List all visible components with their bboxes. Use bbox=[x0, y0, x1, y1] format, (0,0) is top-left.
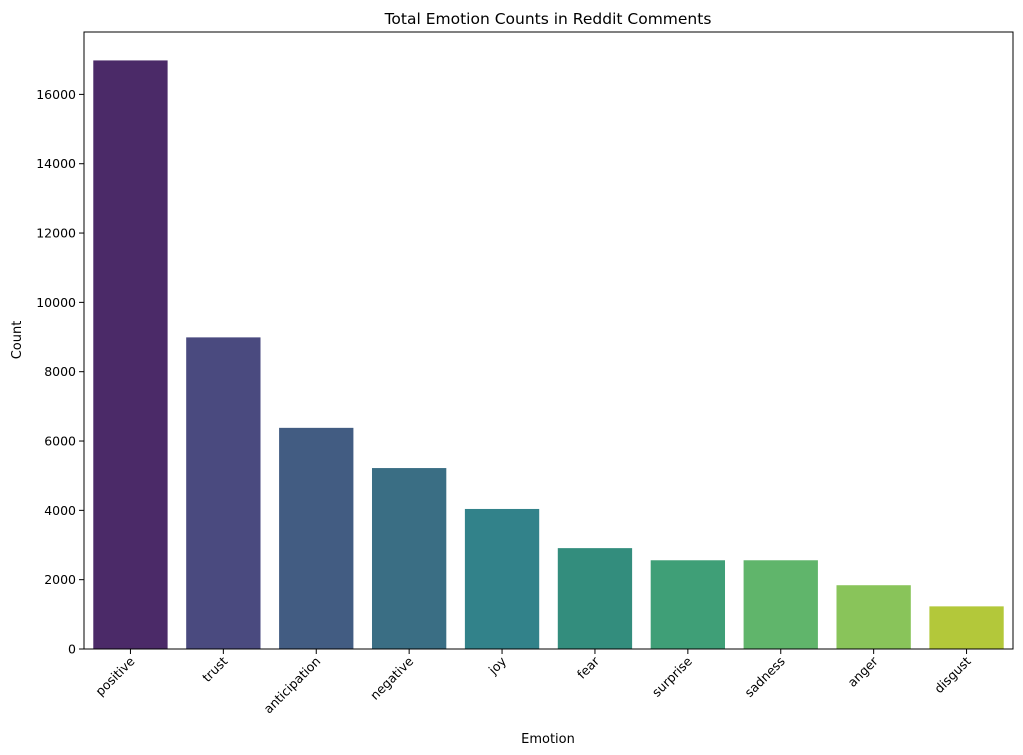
bar-trust bbox=[186, 337, 261, 649]
y-axis-label: Count bbox=[10, 321, 25, 360]
y-tick-label: 12000 bbox=[36, 226, 76, 241]
bar-disgust bbox=[929, 606, 1004, 649]
x-tick-label: positive bbox=[92, 653, 137, 698]
bar-anger bbox=[836, 585, 911, 649]
x-tick-label: trust bbox=[199, 653, 230, 684]
x-axis: positive trust anticipation negative joy fear… bbox=[92, 649, 974, 717]
x-tick-label: fear bbox=[574, 653, 603, 682]
bar-joy bbox=[464, 508, 540, 649]
y-tick-label: 2000 bbox=[44, 572, 76, 587]
x-axis-label: Emotion bbox=[521, 732, 575, 747]
x-tick-label: negative bbox=[367, 653, 416, 702]
x-tick-label: anticipation bbox=[261, 654, 324, 717]
bar-positive bbox=[93, 60, 168, 650]
x-tick-label: surprise bbox=[649, 653, 695, 699]
y-tick-label: 0 bbox=[68, 642, 76, 657]
chart-title: Total Emotion Counts in Reddit Comments bbox=[384, 10, 712, 28]
y-tick-label: 6000 bbox=[44, 434, 76, 449]
x-tick-label: disgust bbox=[931, 653, 974, 696]
plot-frame bbox=[83, 31, 1014, 650]
x-tick-label: anger bbox=[844, 653, 881, 690]
y-axis: 0 2000 4000 6000 8000 10000 12000 14000 16000 bbox=[36, 87, 84, 657]
y-tick-label: 8000 bbox=[44, 364, 76, 379]
bar-anticipation bbox=[279, 427, 354, 649]
x-tick-label: joy bbox=[485, 653, 510, 678]
y-tick-label: 4000 bbox=[44, 503, 76, 518]
y-tick-label: 14000 bbox=[36, 156, 76, 171]
y-tick-label: 10000 bbox=[36, 295, 76, 310]
bar-fear bbox=[557, 548, 633, 649]
bar-negative bbox=[371, 468, 447, 649]
bars-group bbox=[93, 60, 1004, 650]
bar-surprise bbox=[650, 560, 726, 649]
x-tick-label: sadness bbox=[741, 654, 787, 700]
y-tick-label: 16000 bbox=[36, 87, 76, 102]
bar-sadness bbox=[743, 560, 818, 649]
